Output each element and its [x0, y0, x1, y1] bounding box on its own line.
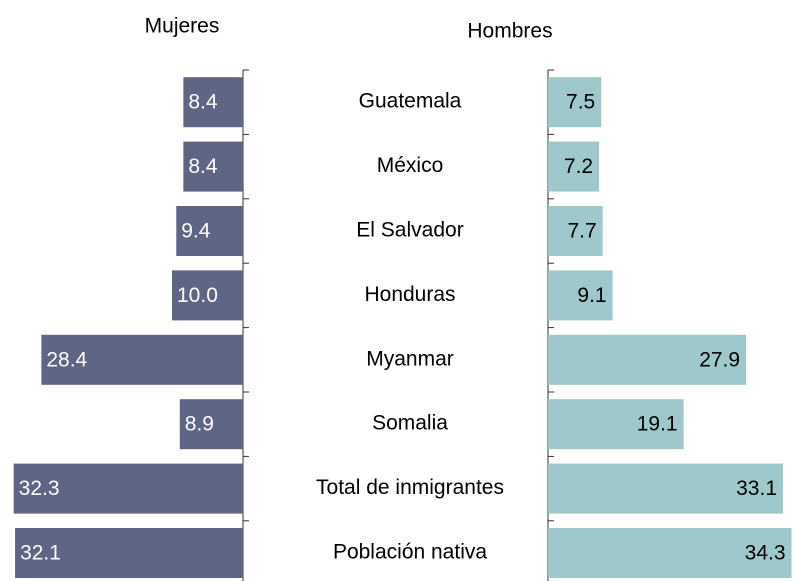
- bar: [176, 206, 243, 256]
- data-label: 33.1: [736, 477, 777, 500]
- data-label: 10.0: [177, 284, 218, 307]
- category-label: Myanmar: [366, 347, 454, 370]
- data-label: 32.1: [20, 542, 61, 565]
- bar: [548, 334, 747, 385]
- bar: [172, 270, 243, 321]
- legend-left: Mujeres: [145, 15, 220, 38]
- bar: [183, 141, 243, 192]
- legend-right: Hombres: [467, 20, 552, 43]
- bar: [13, 463, 244, 514]
- data-label: 8.9: [185, 413, 214, 436]
- category-label: El Salvador: [356, 219, 463, 242]
- bar: [41, 334, 243, 385]
- category-label: Somalia: [372, 412, 448, 435]
- bar: [548, 77, 602, 128]
- bar: [548, 528, 792, 578]
- data-label: 34.3: [745, 542, 786, 565]
- bar: [15, 528, 244, 578]
- data-label: 9.4: [181, 220, 211, 243]
- category-label: México: [377, 154, 444, 177]
- category-label: Total de inmigrantes: [316, 476, 504, 499]
- data-label: 8.4: [188, 155, 218, 178]
- bar: [183, 77, 243, 128]
- bar: [548, 270, 613, 321]
- category-label: Guatemala: [359, 90, 462, 113]
- data-label: 9.1: [577, 284, 606, 307]
- bar: [179, 399, 243, 450]
- bar: [548, 463, 784, 514]
- data-label: 19.1: [637, 413, 678, 436]
- data-label: 7.2: [564, 155, 593, 178]
- data-label: 27.9: [699, 348, 740, 371]
- category-label: Honduras: [364, 283, 455, 306]
- category-label: Población nativa: [333, 541, 487, 564]
- data-label: 32.3: [19, 477, 60, 500]
- data-label: 7.7: [567, 220, 596, 243]
- data-label: 28.4: [46, 348, 87, 371]
- bar: [548, 399, 684, 450]
- data-label: 7.5: [566, 91, 595, 114]
- bar: [548, 206, 603, 256]
- data-label: 8.4: [188, 91, 218, 114]
- bar: [548, 141, 600, 192]
